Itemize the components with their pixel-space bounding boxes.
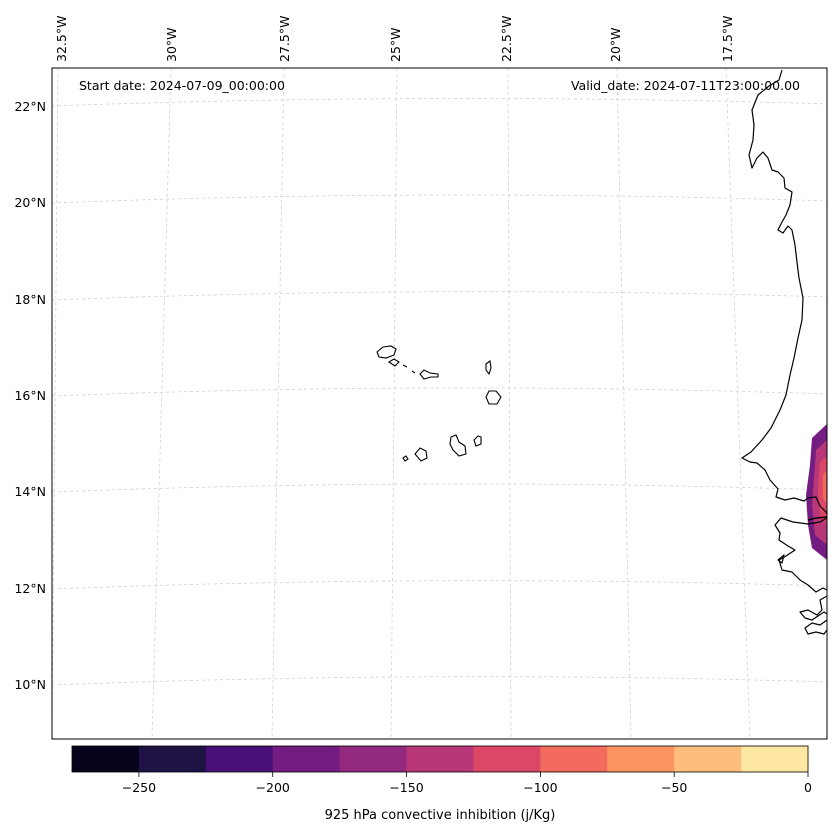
colorbar-segment (138, 746, 207, 772)
sao-nicolau-main-island (419, 369, 439, 380)
santo-antao-island (376, 345, 397, 359)
sal-island (485, 360, 492, 376)
colorbar-segment (607, 746, 675, 772)
lat-label-16n: 16°N (14, 388, 46, 403)
colorbar-segment (406, 746, 474, 772)
cbar-tick-minus-150: −150 (389, 780, 423, 795)
latitude-labels: 22°N 20°N 18°N 16°N 14°N 12°N 10°N (14, 99, 46, 692)
colorbar-ticks (138, 772, 809, 777)
sao-nicolau-island (411, 370, 416, 374)
colorbar-frame (71, 745, 809, 773)
colorbar: −250 −200 −150 −100 −50 0 (71, 745, 812, 795)
lon-label-25w: 25°W (388, 27, 403, 62)
colorbar-segment (540, 746, 608, 772)
valid-date-label: Valid_date: 2024-07-11T23:00:00.00 (571, 78, 800, 93)
cin-shading (806, 424, 827, 560)
lon-label-32-5w: 32.5°W (54, 16, 69, 62)
colorbar-title: 925 hPa convective inhibition (j/Kg) (324, 808, 556, 823)
start-date-label: Start date: 2024-07-09_00:00:00 (79, 78, 285, 93)
longitude-labels: 32.5°W 30°W 27.5°W 25°W 22.5°W 20°W 17.5… (54, 16, 735, 62)
lat-label-18n: 18°N (14, 292, 46, 307)
colorbar-segment (741, 746, 809, 772)
santiago-island (449, 434, 467, 457)
lat-label-12n: 12°N (14, 581, 46, 596)
lon-label-30w: 30°W (164, 27, 179, 62)
colorbar-segment (674, 746, 742, 772)
cbar-tick-minus-50: −50 (661, 780, 687, 795)
colorbar-segment (72, 746, 140, 772)
sao-vicente-island (387, 358, 400, 367)
colorbar-segment (473, 746, 541, 772)
cbar-tick-0: 0 (804, 780, 812, 795)
santa-luzia-island (402, 364, 408, 368)
lon-label-27-5w: 27.5°W (277, 16, 292, 62)
colorbar-segment (272, 746, 341, 772)
colorbar-segment (205, 746, 274, 772)
map-frame (51, 67, 828, 740)
map-panel (52, 68, 827, 739)
colorbar-segment (339, 746, 408, 772)
brava-island (402, 455, 409, 462)
cbar-tick-minus-250: −250 (122, 780, 156, 795)
lat-label-14n: 14°N (14, 484, 46, 499)
lon-label-22-5w: 22.5°W (499, 16, 514, 62)
lon-label-17-5w: 17.5°W (720, 16, 735, 62)
lat-label-10n: 10°N (14, 677, 46, 692)
cape-verde-islands (376, 345, 502, 462)
boa-vista-island (485, 390, 502, 405)
meridian-gridlines (51, 67, 751, 740)
colorbar-segments (72, 746, 809, 772)
lon-label-20w: 20°W (608, 27, 623, 62)
cbar-tick-minus-200: −200 (256, 780, 290, 795)
african-coastline (741, 69, 828, 635)
lat-label-20n: 20°N (14, 195, 46, 210)
cbar-tick-minus-100: −100 (523, 780, 557, 795)
parallel-gridlines (51, 98, 828, 686)
fogo-island (414, 447, 428, 462)
maio-island (473, 435, 482, 447)
lat-label-22n: 22°N (14, 99, 46, 114)
